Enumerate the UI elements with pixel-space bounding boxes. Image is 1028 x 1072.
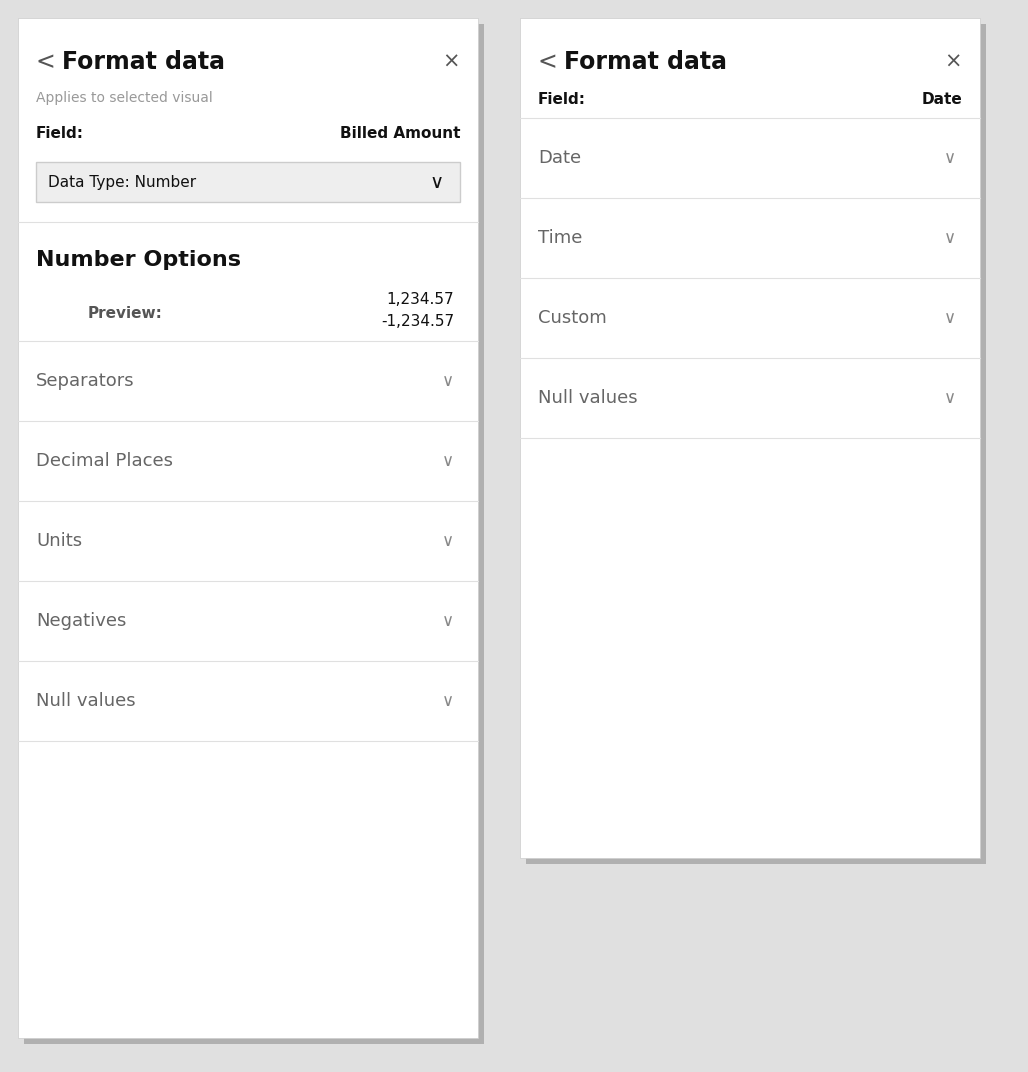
Text: Date: Date: [921, 92, 962, 107]
Text: 1,234.57: 1,234.57: [387, 293, 454, 308]
Text: Null values: Null values: [538, 389, 637, 407]
Text: ∨: ∨: [430, 173, 444, 192]
Text: Format data: Format data: [564, 50, 727, 74]
Text: ∨: ∨: [944, 309, 956, 327]
Text: Field:: Field:: [36, 126, 84, 142]
Text: Time: Time: [538, 229, 583, 247]
Text: Data Type: Number: Data Type: Number: [48, 175, 196, 190]
Text: ∨: ∨: [442, 452, 454, 470]
FancyBboxPatch shape: [24, 24, 484, 1044]
Text: ∨: ∨: [944, 229, 956, 247]
Text: -1,234.57: -1,234.57: [381, 314, 454, 329]
Text: Date: Date: [538, 149, 581, 167]
Text: <: <: [538, 50, 558, 74]
Text: ×: ×: [442, 53, 460, 72]
Text: Format data: Format data: [62, 50, 225, 74]
Text: Number Options: Number Options: [36, 250, 241, 270]
Text: Separators: Separators: [36, 372, 135, 390]
Text: ∨: ∨: [442, 372, 454, 390]
Text: Null values: Null values: [36, 693, 136, 710]
FancyBboxPatch shape: [520, 18, 980, 858]
Text: Preview:: Preview:: [88, 306, 162, 321]
FancyBboxPatch shape: [526, 24, 986, 864]
Text: Negatives: Negatives: [36, 612, 126, 630]
Text: ∨: ∨: [442, 693, 454, 710]
Text: ∨: ∨: [944, 149, 956, 167]
FancyBboxPatch shape: [36, 162, 460, 202]
Text: Field:: Field:: [538, 92, 586, 107]
Text: Custom: Custom: [538, 309, 607, 327]
Text: ∨: ∨: [944, 389, 956, 407]
Text: Decimal Places: Decimal Places: [36, 452, 173, 470]
FancyBboxPatch shape: [19, 18, 478, 1038]
Text: ∨: ∨: [442, 612, 454, 630]
Text: <: <: [36, 50, 56, 74]
Text: Units: Units: [36, 532, 82, 550]
Text: ∨: ∨: [442, 532, 454, 550]
Text: ×: ×: [945, 53, 962, 72]
Text: Billed Amount: Billed Amount: [339, 126, 460, 142]
Text: Applies to selected visual: Applies to selected visual: [36, 91, 213, 105]
